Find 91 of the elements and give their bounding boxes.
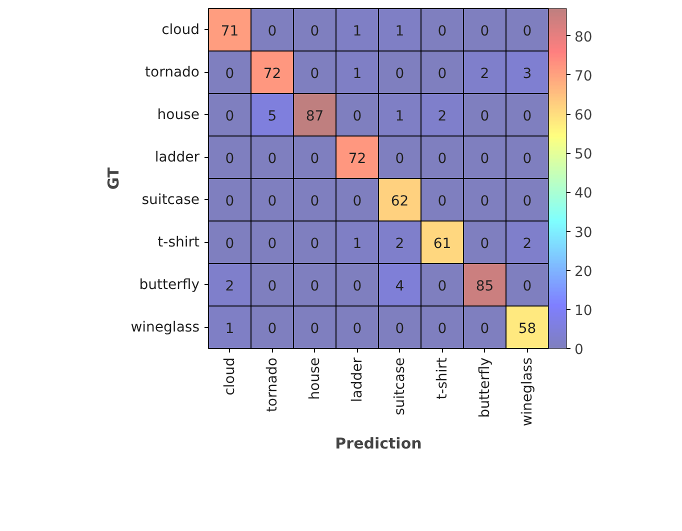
data-label: 0 [480,150,490,167]
y-axis-title: GT [104,166,123,190]
data-label: 5 [268,108,277,124]
color-bar-label: 50 [574,146,592,163]
color-bar-label: 0 [574,342,584,358]
y-tick-label: butterfly [139,276,200,293]
data-label: 0 [352,108,362,124]
color-bar-label: 70 [574,68,592,84]
data-label: 0 [522,278,532,294]
data-label: 1 [395,23,404,40]
data-label: 0 [438,320,447,337]
data-label: 0 [310,278,320,294]
data-label: 0 [268,23,277,40]
data-label: 0 [310,66,320,82]
data-label: 0 [225,193,234,210]
y-tick-label: tornado [145,64,200,80]
x-tick-label: butterfly [476,357,493,418]
data-label: 1 [352,66,362,82]
data-label: 85 [476,278,494,294]
data-label: 0 [480,108,490,124]
data-label: 72 [263,66,282,82]
data-label: 4 [395,278,404,294]
data-label: 0 [268,320,277,337]
data-label: 0 [225,66,234,82]
data-label: 0 [310,320,320,337]
data-label: 1 [352,23,362,40]
data-label: 0 [480,23,490,40]
color-bar-label: 10 [574,302,592,319]
data-label: 2 [480,66,490,82]
data-label: 58 [518,320,536,337]
data-label: 2 [225,278,234,294]
color-bar-label: 40 [574,186,592,202]
data-label: 72 [348,150,366,167]
y-tick-label: wineglass [130,319,200,336]
y-tick-label: suitcase [142,192,200,208]
data-label: 3 [522,66,532,82]
x-tick-label: tornado [264,358,280,412]
x-tick-label: ladder [349,357,366,402]
y-tick-label: t-shirt [158,234,200,250]
data-label: 0 [522,150,532,167]
data-label: 0 [395,320,404,337]
data-label: 2 [395,236,404,252]
data-label: 2 [438,108,447,124]
color-bar-label: 20 [574,264,592,280]
data-label: 0 [225,150,234,167]
data-label: 0 [268,193,277,210]
data-label: 0 [310,193,320,210]
data-label: 0 [522,108,532,124]
data-label: 61 [433,236,452,252]
data-label: 0 [395,66,404,82]
data-label: 87 [306,108,324,124]
y-tick-label: house [157,106,200,123]
data-label: 0 [395,150,404,167]
y-tick-label: cloud [162,22,200,38]
data-label: 0 [268,236,277,252]
data-label: 0 [438,278,447,294]
data-label: 1 [352,236,362,252]
data-label: 0 [438,150,447,167]
data-label: 1 [395,108,404,124]
data-label: 62 [390,193,409,210]
data-label: 0 [310,150,320,167]
data-label: 0 [480,236,490,252]
data-label: 0 [438,193,447,210]
x-tick-label: t-shirt [434,356,450,400]
x-tick-label: house [306,358,323,400]
data-label: 0 [310,23,320,40]
data-label: 2 [522,236,532,252]
data-label: 71 [220,23,239,40]
data-label: 0 [438,23,447,40]
data-label: 0 [522,193,532,210]
data-label: 0 [352,320,362,337]
data-label: 0 [225,108,234,124]
data-label: 0 [268,150,277,167]
data-label: 0 [352,193,362,210]
data-label: 0 [268,278,277,294]
data-label: 0 [480,193,490,210]
x-tick-label: cloud [222,357,238,396]
y-tick-label: ladder [154,149,200,166]
x-tick-label: wineglass [519,357,536,426]
data-label: 0 [438,66,447,82]
color-bar-label: 30 [574,224,592,241]
color-bar-label: 80 [574,29,592,46]
data-label: 0 [522,23,532,40]
data-label: 0 [352,278,362,294]
data-label: 1 [225,320,234,337]
color-bar-label: 60 [574,108,592,124]
x-tick-label: suitcase [392,357,408,416]
data-label: 0 [310,236,320,252]
data-label: 0 [480,320,490,337]
data-label: 0 [225,236,234,252]
x-axis-title: Prediction [335,434,422,452]
